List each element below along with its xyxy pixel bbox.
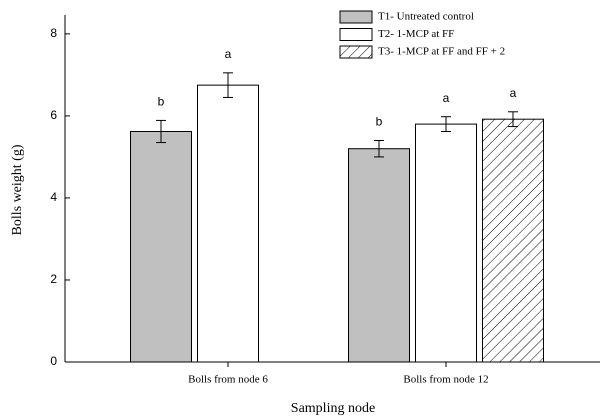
legend-swatch <box>339 28 373 41</box>
y-tick-label: 4 <box>50 190 57 204</box>
legend-label: T2- 1-MCP at FF <box>378 28 454 40</box>
bar <box>197 84 259 363</box>
bar <box>130 130 192 363</box>
y-tick-label: 0 <box>50 354 57 368</box>
significance-label: a <box>225 47 232 61</box>
significance-label: b <box>158 95 165 109</box>
y-axis-label: Bolls weight (g) <box>10 144 25 235</box>
significance-label: a <box>510 86 517 100</box>
bar <box>482 118 544 363</box>
y-tick-label: 6 <box>50 108 57 122</box>
x-axis-label: Sampling node <box>291 401 375 416</box>
legend-label: T1- Untreated control <box>378 11 474 23</box>
significance-label: b <box>376 115 383 129</box>
bar <box>415 123 477 363</box>
bar <box>348 148 410 363</box>
legend-label: T3- 1-MCP at FF and FF + 2 <box>378 46 505 58</box>
x-tick-label: Bolls from node 6 <box>188 374 268 386</box>
y-tick-label: 8 <box>50 26 57 40</box>
legend-swatch <box>339 45 373 59</box>
significance-label: a <box>443 91 450 105</box>
legend-swatch <box>339 10 373 24</box>
y-tick-label: 2 <box>50 272 57 286</box>
x-tick-label: Bolls from node 12 <box>403 374 488 386</box>
